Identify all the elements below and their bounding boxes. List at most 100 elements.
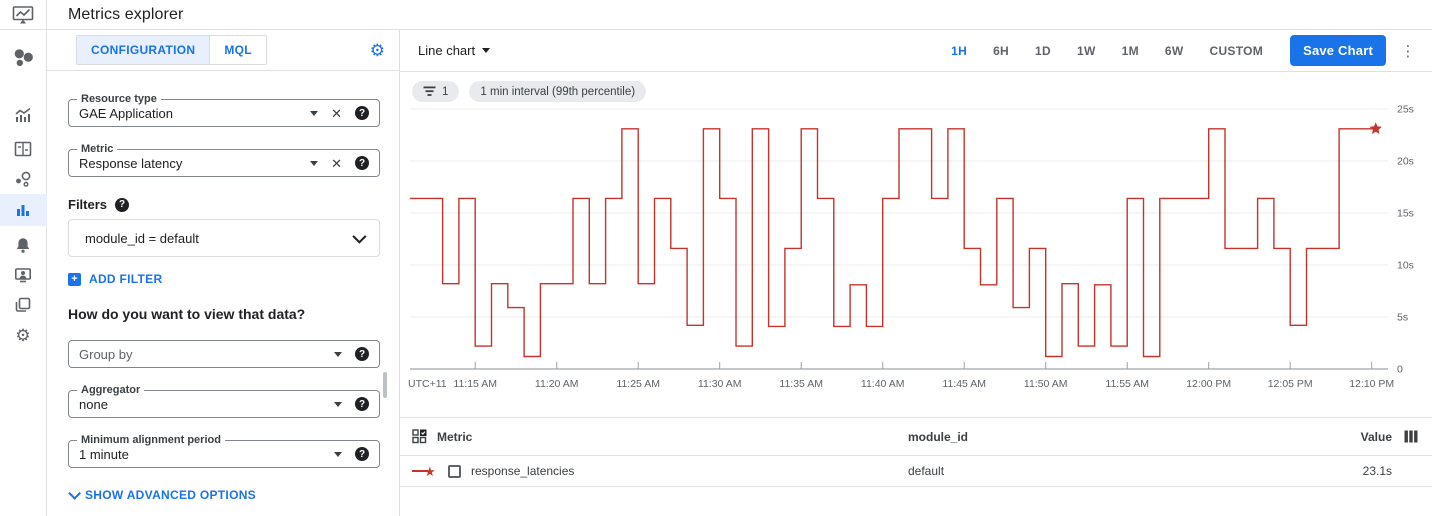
tab-mql[interactable]: MQL xyxy=(209,36,266,64)
chips-row: 1 1 min interval (99th percentile) xyxy=(400,72,1432,102)
min-alignment-period-label: Minimum alignment period xyxy=(77,434,225,446)
metric-label: Metric xyxy=(77,143,118,155)
aggregator-value: none xyxy=(79,396,108,412)
group-by-placeholder: Group by xyxy=(79,346,133,362)
help-icon[interactable]: ? xyxy=(115,197,130,212)
grid-select-icon[interactable] xyxy=(412,429,427,444)
nav-alerting-icon[interactable] xyxy=(0,230,47,260)
chevron-down-icon xyxy=(68,486,81,500)
svg-text:12:00 PM: 12:00 PM xyxy=(1186,378,1231,390)
aggregator-select[interactable]: Aggregator none ? xyxy=(68,384,380,418)
chart-type-dropdown[interactable]: Line chart xyxy=(418,43,491,58)
filter-expander[interactable]: module_id = default xyxy=(68,219,380,257)
metric-select[interactable]: Metric Response latency ✕ ? xyxy=(68,143,380,177)
help-icon[interactable]: ? xyxy=(355,447,369,461)
help-icon[interactable]: ? xyxy=(355,156,369,170)
range-1w-button[interactable]: 1W xyxy=(1064,38,1109,64)
columns-icon[interactable] xyxy=(1404,430,1418,443)
svg-text:11:30 AM: 11:30 AM xyxy=(698,378,742,390)
resource-type-label: Resource type xyxy=(77,93,161,105)
range-custom-button[interactable]: CUSTOM xyxy=(1196,38,1276,64)
config-tabs-row: CONFIGURATION MQL ⚙ xyxy=(47,30,399,71)
more-options-kebab-icon[interactable]: ⋮ xyxy=(1400,42,1416,60)
clear-icon[interactable]: ✕ xyxy=(331,155,342,171)
nav-services-icon[interactable] xyxy=(0,164,47,194)
tab-configuration[interactable]: CONFIGURATION xyxy=(77,36,210,64)
svg-text:UTC+11: UTC+11 xyxy=(408,378,447,390)
nav-metrics-explorer-icon[interactable] xyxy=(0,194,47,226)
svg-text:11:55 AM: 11:55 AM xyxy=(1105,378,1149,390)
svg-text:25s: 25s xyxy=(1397,104,1414,116)
range-1h-button[interactable]: 1H xyxy=(938,38,980,64)
dropdown-caret-icon[interactable] xyxy=(310,110,319,116)
range-6h-button[interactable]: 6H xyxy=(980,38,1022,64)
svg-text:11:40 AM: 11:40 AM xyxy=(861,378,905,390)
svg-text:15s: 15s xyxy=(1397,208,1414,220)
svg-text:5s: 5s xyxy=(1397,312,1408,324)
dropdown-caret-icon[interactable] xyxy=(334,351,342,357)
svg-text:12:10 PM: 12:10 PM xyxy=(1349,378,1394,390)
dropdown-caret-icon[interactable] xyxy=(334,401,342,407)
min-alignment-period-value: 1 minute xyxy=(79,446,129,462)
dropdown-caret-icon xyxy=(482,48,491,53)
config-scrollbar-thumb[interactable] xyxy=(383,372,387,398)
series-value: 23.1s xyxy=(1362,464,1392,478)
interval-chip[interactable]: 1 min interval (99th percentile) xyxy=(469,81,647,102)
filter-count-chip[interactable]: 1 xyxy=(412,81,460,102)
series-name: response_latencies xyxy=(471,464,575,478)
metric-value: Response latency xyxy=(79,155,183,171)
svg-text:11:50 AM: 11:50 AM xyxy=(1024,378,1068,390)
legend-table-row[interactable]: ★ response_latencies default 23.1s xyxy=(400,456,1432,487)
line-chart[interactable]: 25s 20s 15s 10s 5s 0 UTC+11 11:15 AM 11:20 AM 11:… xyxy=(400,103,1432,403)
range-1m-button[interactable]: 1M xyxy=(1109,38,1152,64)
top-header: Metrics explorer xyxy=(0,0,1432,30)
svg-text:10s: 10s xyxy=(1397,260,1414,272)
nav-groups-icon[interactable] xyxy=(0,290,47,320)
nav-dashboards-icon[interactable] xyxy=(0,134,47,164)
svg-text:20s: 20s xyxy=(1397,156,1414,168)
help-icon[interactable]: ? xyxy=(355,106,369,120)
filter-icon xyxy=(423,86,436,96)
svg-text:11:25 AM: 11:25 AM xyxy=(616,378,660,390)
column-header-module-id[interactable]: module_id xyxy=(908,429,969,444)
clear-icon[interactable]: ✕ xyxy=(331,105,342,121)
resource-type-value: GAE Application xyxy=(79,105,173,121)
svg-text:12:05 PM: 12:05 PM xyxy=(1268,378,1313,390)
series-line-star-icon: ★ xyxy=(412,465,438,478)
svg-text:11:35 AM: 11:35 AM xyxy=(779,378,823,390)
svg-text:11:45 AM: 11:45 AM xyxy=(942,378,986,390)
svg-text:11:20 AM: 11:20 AM xyxy=(535,378,579,390)
svg-text:11:15 AM: 11:15 AM xyxy=(453,378,497,390)
add-filter-button[interactable]: + ADD FILTER xyxy=(68,272,162,286)
resource-type-select[interactable]: Resource type GAE Application ✕ ? xyxy=(68,93,380,127)
filter-value: module_id = default xyxy=(85,230,199,246)
chart-panel: Line chart 1H 6H 1D 1W 1M 6W CUSTOM Save… xyxy=(400,30,1432,516)
column-header-metric[interactable]: Metric xyxy=(437,429,473,444)
help-icon[interactable]: ? xyxy=(355,397,369,411)
nav-settings-gear-icon[interactable]: ⚙ xyxy=(15,325,31,345)
svg-text:0: 0 xyxy=(1397,364,1403,376)
dropdown-caret-icon[interactable] xyxy=(310,160,319,166)
save-chart-button[interactable]: Save Chart xyxy=(1290,35,1386,66)
chevron-down-icon xyxy=(352,229,367,244)
nav-uptime-checks-icon[interactable] xyxy=(0,260,47,290)
metrics-explorer-logo-icon[interactable] xyxy=(0,0,47,30)
range-1d-button[interactable]: 1D xyxy=(1022,38,1064,64)
aggregator-label: Aggregator xyxy=(77,384,145,396)
series-checkbox[interactable] xyxy=(448,464,461,478)
left-nav-rail: ⚙ xyxy=(0,30,47,516)
legend-table-header: Metric module_id Value xyxy=(400,418,1432,456)
page-title: Metrics explorer xyxy=(68,5,184,23)
legend-table: Metric module_id Value ★ xyxy=(400,417,1432,487)
help-icon[interactable]: ? xyxy=(355,347,369,361)
view-data-heading: How do you want to view that data? xyxy=(68,306,306,322)
config-settings-gear-icon[interactable]: ⚙ xyxy=(369,40,385,60)
group-by-select[interactable]: Group by ? xyxy=(68,340,380,368)
nav-monitoring-icon[interactable] xyxy=(0,43,47,73)
dropdown-caret-icon[interactable] xyxy=(334,451,342,457)
column-header-value[interactable]: Value xyxy=(1360,429,1392,444)
nav-metrics-icon[interactable] xyxy=(0,101,47,131)
range-6w-button[interactable]: 6W xyxy=(1152,38,1197,64)
show-advanced-options-button[interactable]: SHOW ADVANCED OPTIONS xyxy=(68,486,256,502)
min-alignment-period-select[interactable]: Minimum alignment period 1 minute ? xyxy=(68,434,380,468)
